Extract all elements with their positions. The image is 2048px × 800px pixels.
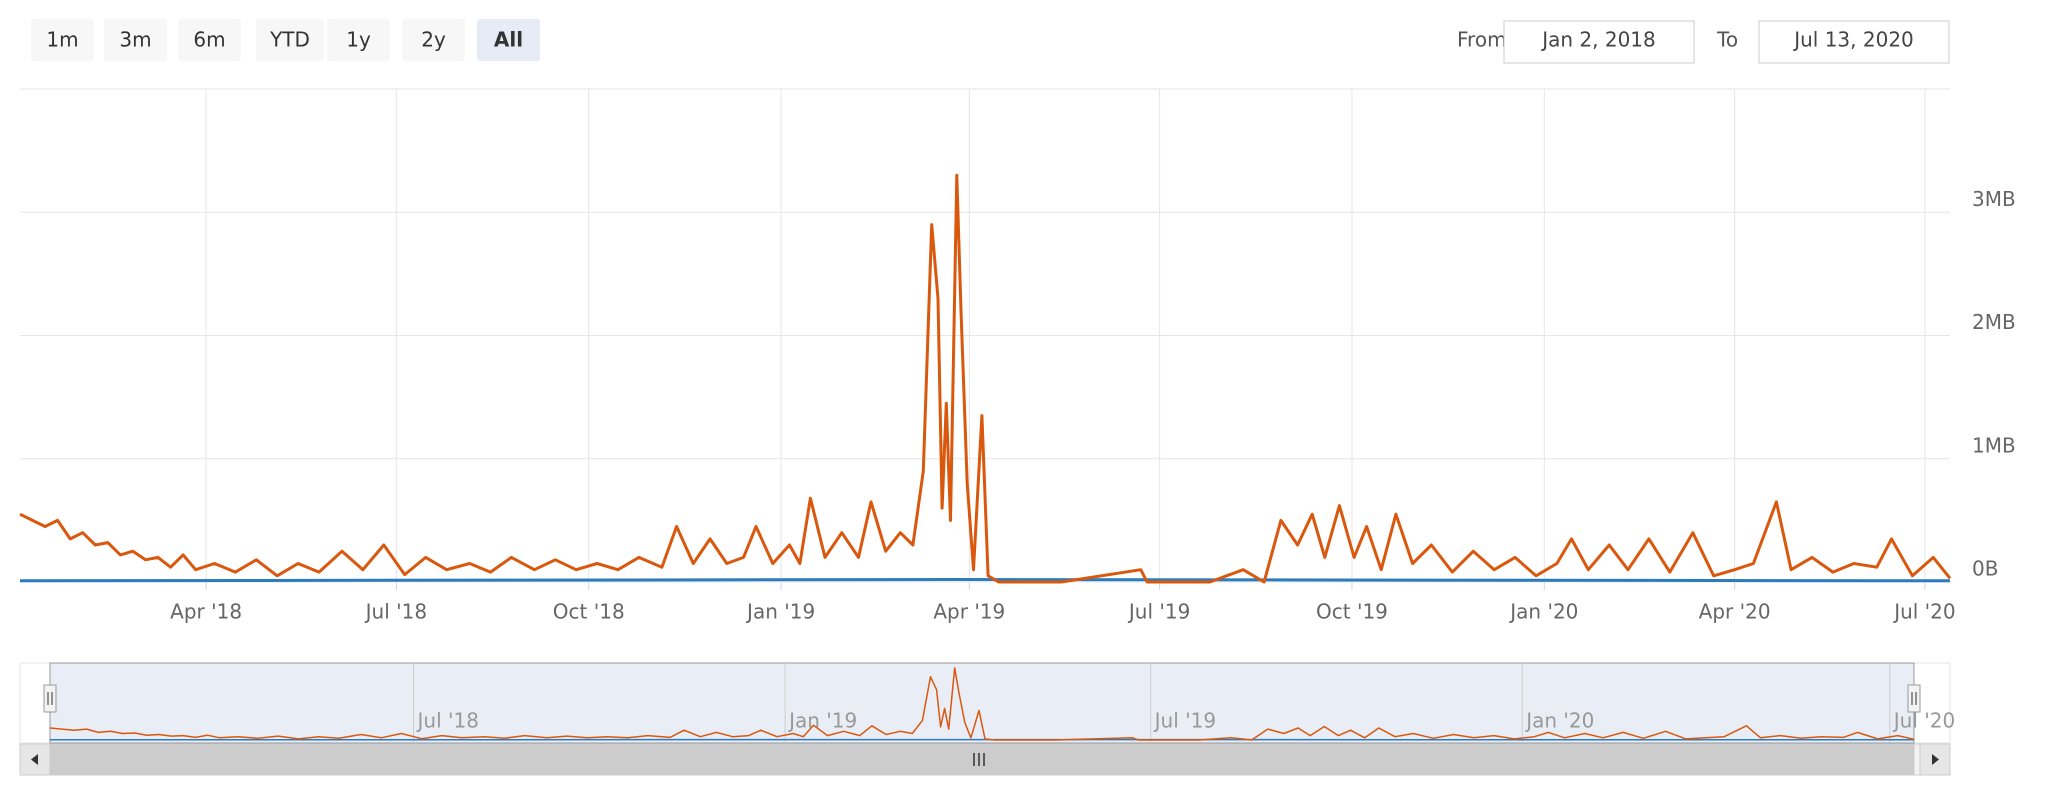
x-tick-label: Jul '18 [364, 600, 427, 624]
range-button[interactable] [402, 19, 465, 61]
range-button[interactable] [256, 19, 324, 61]
scrollbar-thumb[interactable] [49, 743, 1915, 776]
range-button-label[interactable]: 2y [421, 28, 446, 52]
to-value[interactable]: Jul 13, 2020 [1792, 28, 1914, 52]
x-tick-label: Jul '20 [1892, 600, 1955, 624]
range-button-label[interactable]: 3m [119, 28, 151, 52]
range-button[interactable] [327, 19, 390, 61]
x-tick-label: Oct '19 [1316, 600, 1388, 624]
navigator-frame [19, 662, 1951, 744]
range-button-label[interactable]: 6m [193, 28, 225, 52]
navigator-handle[interactable] [1907, 684, 1921, 713]
range-button[interactable] [104, 19, 167, 61]
scrollbar-left-arrow [31, 754, 38, 765]
range-button[interactable] [178, 19, 241, 61]
range-button-label[interactable]: 1m [46, 28, 78, 52]
x-tick-label: Jan '19 [745, 600, 815, 624]
plot-area: Apr '18 Jul '18 Oct '18 Jan '19 Apr '19 Jul '… [19, 88, 2016, 624]
from-input[interactable] [1503, 20, 1695, 64]
series-line [19, 578, 1951, 583]
x-tick-label: Oct '18 [553, 600, 625, 624]
scrollbar-right-arrow [1932, 754, 1939, 765]
navigator-mask[interactable] [49, 662, 1915, 744]
range-button[interactable] [31, 19, 94, 61]
to-label: To [1716, 28, 1738, 52]
navigator-tick-label: Jul '18 [416, 709, 479, 733]
x-tick-label: Jan '20 [1508, 600, 1578, 624]
x-tick-label: Apr '18 [170, 600, 242, 624]
navigator-handle-grip [1911, 692, 1917, 705]
navigator-tick-label: Jan '20 [1524, 709, 1594, 733]
series-line [19, 173, 1952, 584]
y-tick-label: 3MB [1972, 187, 2016, 211]
navigator-tick-label: Jul '20 [1892, 709, 1955, 733]
from-label: From [1457, 28, 1507, 52]
scrollbar-grip [973, 753, 985, 766]
navigator-handle[interactable] [43, 684, 57, 713]
navigator-handle-grip [47, 692, 53, 705]
range-button-label[interactable]: 1y [346, 28, 371, 52]
range-button-label[interactable]: All [494, 28, 523, 52]
x-tick-label: Jul '19 [1127, 600, 1190, 624]
range-button-label[interactable]: YTD [269, 28, 310, 52]
x-tick-label: Apr '19 [933, 600, 1005, 624]
navigator-tick-label: Jan '19 [787, 709, 857, 733]
y-tick-label: 1MB [1972, 433, 2016, 457]
y-tick-label: 2MB [1972, 310, 2016, 334]
y-tick-label: 0B [1972, 557, 1998, 581]
navigator-series-line [49, 667, 1915, 741]
from-value[interactable]: Jan 2, 2018 [1540, 28, 1656, 52]
navigator: Jul '18 Jan '19 Jul '19 Jan '20 Jul '20 [49, 663, 1955, 743]
x-tick-label: Apr '20 [1699, 600, 1771, 624]
navigator-tick-label: Jul '19 [1153, 709, 1216, 733]
range-button[interactable] [477, 19, 540, 61]
to-input[interactable] [1758, 20, 1950, 64]
